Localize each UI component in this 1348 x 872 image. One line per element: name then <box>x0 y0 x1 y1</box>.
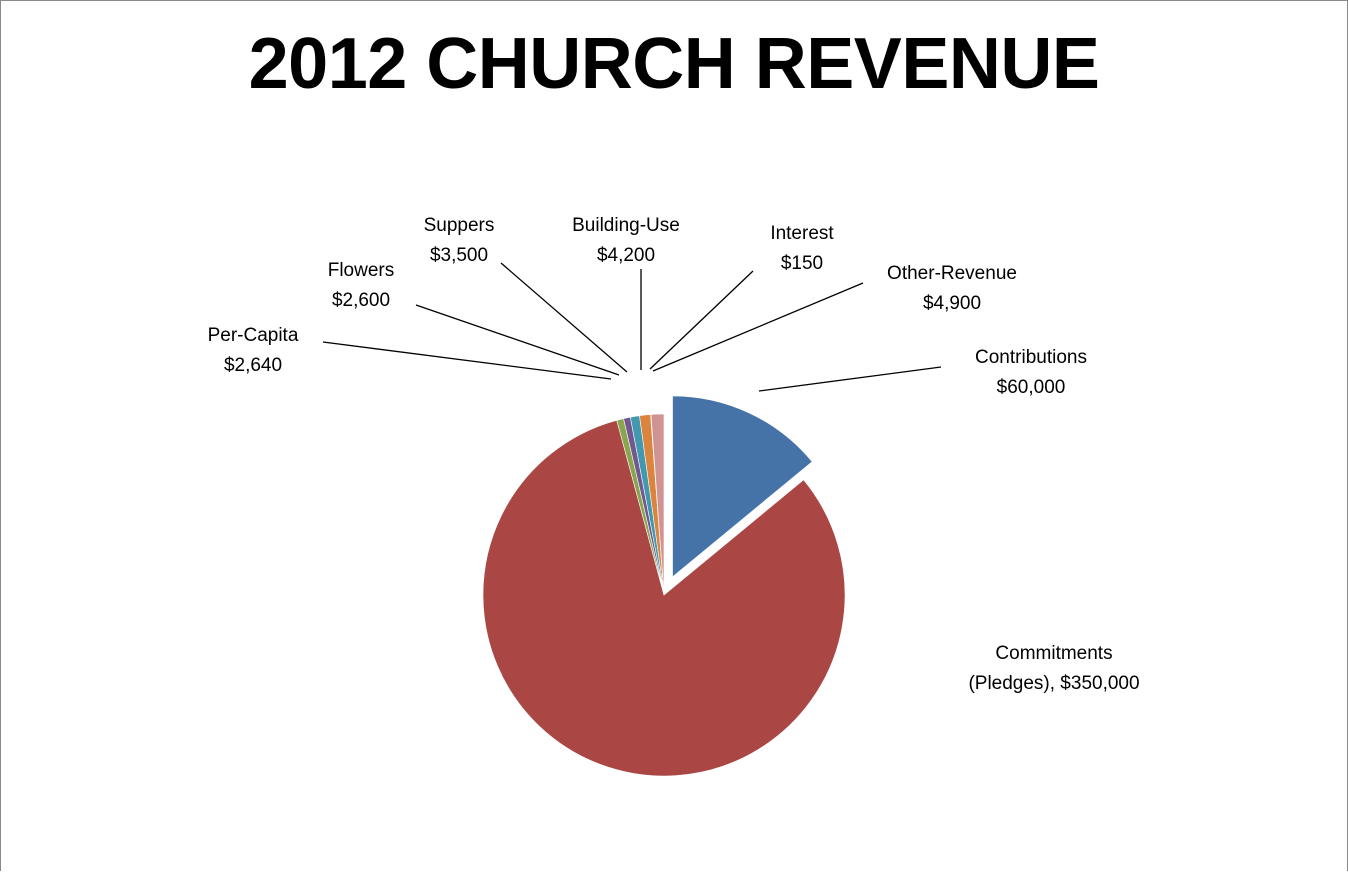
pie-slice-commitments-pledges <box>482 419 846 777</box>
leader-line-suppers <box>500 262 628 373</box>
leader-line-other-revenue <box>652 282 864 372</box>
data-label-commitments-pledges: Commitments (Pledges), $350,000 <box>968 643 1139 694</box>
data-label-contributions: Contributions $60,000 <box>975 347 1087 398</box>
data-label-building-use: Building-Use $4,200 <box>572 215 680 266</box>
data-label-flowers: Flowers $2,600 <box>328 260 395 311</box>
leader-line-interest <box>649 270 754 370</box>
leader-line-contributions <box>758 366 942 392</box>
data-label-interest: Interest $150 <box>770 223 834 274</box>
chart-title: 2012 CHURCH REVENUE <box>248 24 1100 104</box>
pie-slice-contributions <box>672 395 813 578</box>
data-label-suppers: Suppers $3,500 <box>424 215 495 266</box>
leader-line-per-capita <box>322 341 612 380</box>
leader-line-flowers <box>415 304 620 376</box>
data-label-other-revenue: Other-Revenue $4,900 <box>887 263 1017 314</box>
data-label-per-capita: Per-Capita $2,640 <box>208 325 299 376</box>
pie-slice-other-revenue <box>650 413 665 596</box>
